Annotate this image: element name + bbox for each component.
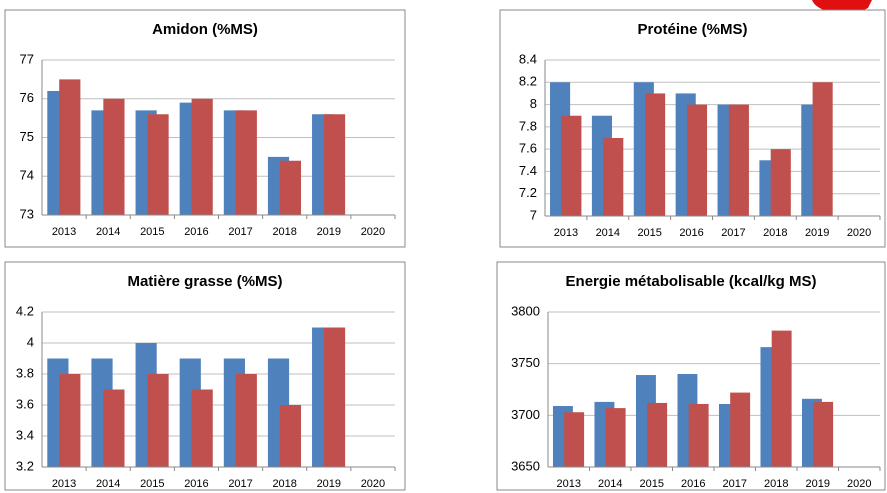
bar: [645, 93, 666, 216]
y-tick-label: 74: [20, 168, 34, 183]
y-tick-label: 7.2: [519, 185, 537, 200]
x-tick-label: 2018: [764, 478, 788, 490]
bar: [191, 389, 213, 467]
bar: [770, 149, 791, 216]
x-tick-label: 2014: [596, 227, 620, 239]
x-tick-label: 2020: [847, 478, 871, 490]
bar: [323, 327, 346, 467]
x-tick-label: 2013: [52, 226, 76, 238]
y-tick-label: 3.2: [16, 458, 34, 473]
y-tick-label: 7: [530, 207, 537, 222]
x-tick-label: 2019: [317, 478, 341, 490]
x-tick-label: 2018: [272, 478, 296, 490]
bar: [103, 98, 125, 215]
chart-title: Protéine (%MS): [637, 21, 747, 38]
bar: [728, 104, 749, 216]
chart-title: Matière grasse (%MS): [127, 273, 282, 290]
bar: [603, 138, 624, 216]
bar: [147, 114, 169, 215]
x-tick-label: 2018: [272, 226, 296, 238]
y-tick-label: 3800: [511, 303, 540, 318]
bar: [323, 114, 346, 215]
chart: Amidon (%MS) 73 74 75 76 77 2013 2014 2015 2016 20…: [4, 9, 406, 248]
x-tick-label: 2019: [317, 226, 341, 238]
y-tick-label: 7.6: [519, 141, 537, 156]
x-tick-label: 2016: [679, 227, 703, 239]
bar: [812, 82, 833, 217]
bar: [561, 115, 582, 216]
y-tick-label: 73: [20, 206, 34, 221]
x-tick-label: 2013: [557, 478, 581, 490]
x-tick-label: 2013: [52, 478, 76, 490]
bar: [59, 374, 81, 467]
x-tick-label: 2020: [361, 478, 385, 490]
bar: [813, 401, 834, 467]
y-tick-label: 3650: [511, 458, 540, 473]
chart: Protéine (%MS) 7 7.2 7.4 7.6 7.8 8 8.2 8.4 2013 20…: [499, 9, 886, 248]
y-tick-label: 77: [20, 51, 34, 66]
x-tick-label: 2016: [184, 478, 208, 490]
x-tick-label: 2016: [184, 226, 208, 238]
bar: [564, 412, 585, 467]
bar: [279, 160, 302, 215]
bar: [235, 374, 257, 467]
x-tick-label: 2017: [228, 478, 252, 490]
y-tick-label: 75: [20, 129, 34, 144]
y-tick-label: 8.2: [519, 74, 537, 89]
y-tick-label: 8.4: [519, 51, 537, 66]
y-tick-label: 3.6: [16, 396, 34, 411]
bar: [647, 402, 668, 467]
bar: [686, 104, 708, 216]
bar: [605, 408, 626, 467]
x-tick-label: 2015: [640, 478, 664, 490]
chart-title: Amidon (%MS): [152, 21, 258, 38]
x-tick-label: 2017: [228, 226, 252, 238]
x-tick-label: 2020: [361, 226, 385, 238]
bar: [235, 110, 257, 215]
bar: [279, 405, 302, 467]
x-tick-label: 2014: [598, 478, 622, 490]
x-tick-label: 2019: [805, 227, 829, 239]
y-tick-label: 3750: [511, 355, 540, 370]
x-tick-label: 2020: [847, 227, 871, 239]
y-tick-label: 3.8: [16, 365, 34, 380]
x-tick-label: 2016: [681, 478, 705, 490]
x-tick-label: 2013: [554, 227, 578, 239]
y-tick-label: 4.2: [16, 303, 34, 318]
bar: [59, 79, 81, 215]
y-tick-label: 3700: [511, 407, 540, 422]
x-tick-label: 2015: [140, 226, 164, 238]
y-tick-label: 3.4: [16, 427, 34, 442]
bar: [191, 98, 213, 215]
y-tick-label: 7.8: [519, 118, 537, 133]
y-tick-label: 7.4: [519, 163, 537, 178]
bar: [103, 389, 125, 467]
x-tick-label: 2017: [721, 227, 745, 239]
x-tick-label: 2014: [96, 478, 120, 490]
y-tick-label: 76: [20, 90, 34, 105]
y-tick-label: 8: [530, 96, 537, 111]
chart-title: Energie métabolisable (kcal/kg MS): [566, 273, 817, 290]
bar: [147, 374, 169, 467]
x-tick-label: 2015: [140, 478, 164, 490]
x-tick-label: 2019: [806, 478, 830, 490]
x-tick-label: 2017: [723, 478, 747, 490]
y-tick-label: 4: [27, 334, 34, 349]
chart: Energie métabolisable (kcal/kg MS) 3650 37…: [496, 261, 886, 491]
x-tick-label: 2014: [96, 226, 120, 238]
chart: Matière grasse (%MS) 3.2 3.4 3.6 3.8 4 4.2 2013…: [4, 261, 406, 491]
x-tick-label: 2015: [637, 227, 661, 239]
bar: [688, 403, 709, 467]
x-tick-label: 2018: [763, 227, 787, 239]
bar: [730, 392, 751, 467]
bar: [771, 330, 792, 467]
